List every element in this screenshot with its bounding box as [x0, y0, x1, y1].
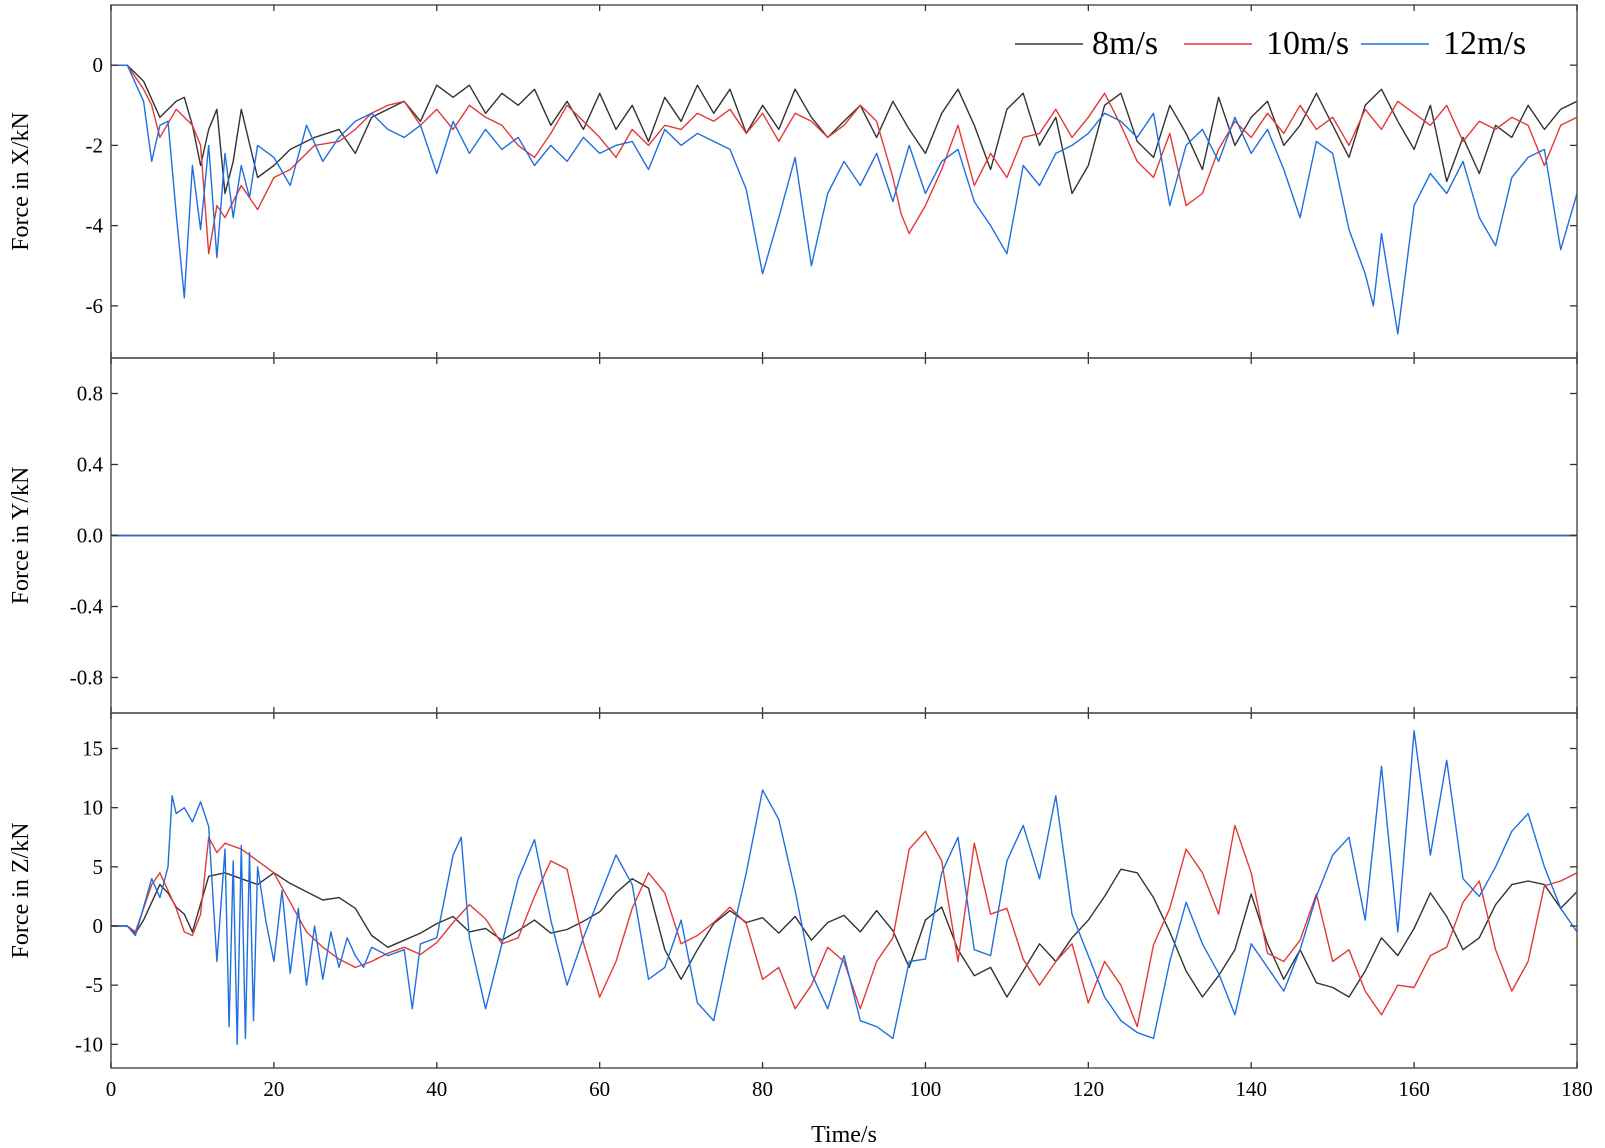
legend-label: 10m/s — [1266, 25, 1349, 62]
series-line-10m-per-s — [111, 64, 1577, 255]
series-line-12m-per-s — [111, 64, 1577, 335]
x-tick-label: 140 — [1235, 1077, 1267, 1101]
series-group — [111, 64, 1577, 335]
panel-1: 0 -2 -4 -6 Force in X/kN — [8, 4, 1578, 359]
y-tick-label: -10 — [75, 1032, 103, 1056]
series-line-12m-per-s — [111, 730, 1577, 1046]
y-axis-title: Force in Y/kN — [8, 467, 34, 605]
x-tick-label: 180 — [1561, 1077, 1593, 1101]
y-tick-label: -0.4 — [70, 595, 104, 619]
x-tick-label: 100 — [910, 1077, 942, 1101]
panel-frame — [110, 4, 1578, 359]
legend-label: 8m/s — [1092, 25, 1158, 62]
y-tick-label: 0.8 — [77, 382, 103, 406]
x-tick-label: 80 — [752, 1077, 773, 1101]
y-tick-label: -2 — [86, 133, 104, 157]
y-tick-label: 0.4 — [77, 453, 104, 477]
y-tick-label: 10 — [82, 796, 103, 820]
x-tick-label: 0 — [106, 1077, 117, 1101]
series-line-10m-per-s — [111, 824, 1577, 1028]
panel-2: 0.8 0.4 0.0 -0.4 -0.8 Force in Y/kN — [8, 357, 1578, 714]
series-line-8m-per-s — [111, 64, 1577, 195]
y-tick-label: 15 — [82, 737, 103, 761]
y-tick-label: -6 — [86, 294, 104, 318]
x-axis-title: Time/s — [811, 1122, 877, 1148]
x-tick-label: 160 — [1398, 1077, 1430, 1101]
x-tick-label: 60 — [589, 1077, 610, 1101]
y-tick-label: 5 — [93, 855, 104, 879]
panel-frame — [110, 712, 1578, 1069]
series-group — [111, 730, 1577, 1046]
x-tick-label: 20 — [263, 1077, 284, 1101]
y-tick-label: 0.0 — [77, 524, 103, 548]
y-tick-label: -5 — [86, 973, 104, 997]
y-tick-label: -0.8 — [70, 666, 103, 690]
series-line-8m-per-s — [111, 868, 1577, 998]
x-tick-label: 120 — [1073, 1077, 1105, 1101]
legend: 8m/s 10m/s 12m/s — [1015, 25, 1526, 62]
y-axis-title: Force in Z/kN — [8, 823, 34, 959]
y-tick-label: -4 — [86, 214, 104, 238]
y-tick-label: 0 — [93, 914, 104, 938]
legend-label: 12m/s — [1443, 25, 1526, 62]
y-axis-title: Force in X/kN — [8, 112, 34, 251]
x-tick-label: 40 — [426, 1077, 447, 1101]
panel-3: 15 10 5 0 -5 -10 Force in Z/kN — [8, 712, 1578, 1069]
y-tick-label: 0 — [93, 53, 104, 77]
